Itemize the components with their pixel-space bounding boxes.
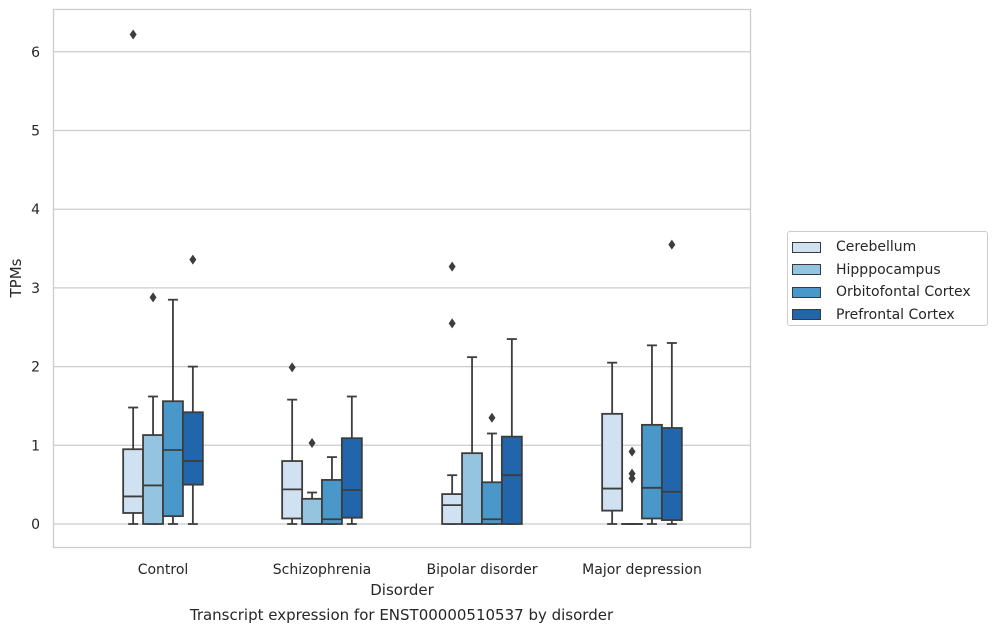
outlier-point [628, 468, 636, 479]
box-iqr [481, 481, 503, 525]
box-iqr [122, 448, 145, 514]
outlier-point [288, 362, 296, 373]
y-tick-label: 1 [31, 438, 40, 454]
box-prefrontal-cortex [340, 395, 363, 525]
y-tick-label: 6 [31, 45, 40, 61]
box-hipppocampus [621, 446, 643, 525]
box-hipppocampus [142, 292, 164, 525]
box-hipppocampus [461, 356, 483, 525]
box-cerebellum [281, 362, 304, 525]
y-tick-labels: 0 1 2 3 4 5 6 [31, 45, 40, 533]
outlier-point [628, 446, 636, 457]
box-orbitofontal-cortex [641, 344, 663, 525]
y-tick-label: 2 [31, 360, 40, 376]
y-tick-label: 5 [31, 124, 40, 140]
box-iqr [142, 434, 164, 525]
box-iqr [641, 423, 663, 520]
box-iqr [301, 497, 323, 525]
box-series [122, 29, 683, 525]
legend-label: Prefrontal Cortex [836, 306, 955, 323]
x-tick-label: Major depression [582, 562, 702, 578]
outlier-point [448, 261, 456, 272]
box-prefrontal-cortex [660, 239, 683, 525]
outlier-point [149, 292, 157, 303]
legend-item: Prefrontal Cortex [792, 304, 987, 327]
legend-item: Hipppocampus [792, 259, 987, 282]
legend: Cerebellum Hipppocampus Orbitofontal Corte… [787, 231, 988, 326]
box-iqr [500, 435, 523, 525]
box-prefrontal-cortex [181, 254, 204, 525]
outlier-point [189, 254, 197, 265]
legend-label: Hipppocampus [836, 261, 941, 278]
box-iqr [181, 411, 204, 486]
box-cerebellum [122, 29, 145, 525]
x-tick-label: Bipolar disorder [426, 562, 537, 578]
box-iqr [601, 412, 624, 512]
legend-item: Orbitofontal Cortex [792, 281, 987, 304]
box-cerebellum [601, 361, 624, 525]
box-iqr [340, 437, 363, 519]
outlier-point [308, 437, 316, 448]
box-cerebellum [441, 261, 464, 525]
box-orbitofontal-cortex [481, 412, 503, 525]
legend-swatch [792, 241, 821, 253]
box-orbitofontal-cortex [162, 298, 184, 525]
box-iqr [461, 452, 483, 525]
box-iqr [441, 493, 464, 525]
box-prefrontal-cortex [500, 338, 523, 525]
box-hipppocampus [301, 437, 323, 525]
y-tick-label: 3 [31, 281, 40, 297]
figure-caption: Transcript expression for ENST0000051053… [189, 606, 614, 624]
y-axis-label: TPMs [7, 258, 25, 298]
outlier-point [129, 29, 137, 40]
x-axis-label: Disorder [370, 581, 434, 599]
box-orbitofontal-cortex [321, 456, 343, 525]
outlier-point [448, 318, 456, 329]
x-tick-label: Schizophrenia [273, 562, 371, 578]
outlier-point [668, 239, 676, 250]
x-tick-labels: Control Schizophrenia Bipolar disorder Majo… [138, 562, 702, 578]
outlier-point [488, 412, 496, 423]
y-tick-label: 0 [31, 517, 40, 533]
legend-swatch [792, 286, 821, 298]
y-tick-label: 4 [31, 202, 40, 218]
legend-label: Orbitofontal Cortex [836, 284, 971, 301]
box-iqr [660, 427, 683, 521]
legend-swatch [792, 309, 821, 321]
box-iqr [162, 400, 184, 518]
box-iqr [321, 479, 343, 525]
legend-swatch [792, 264, 821, 276]
x-tick-label: Control [138, 562, 189, 578]
legend-item: Cerebellum [792, 236, 987, 259]
legend-label: Cerebellum [836, 239, 917, 256]
plot-frame [52, 8, 752, 549]
